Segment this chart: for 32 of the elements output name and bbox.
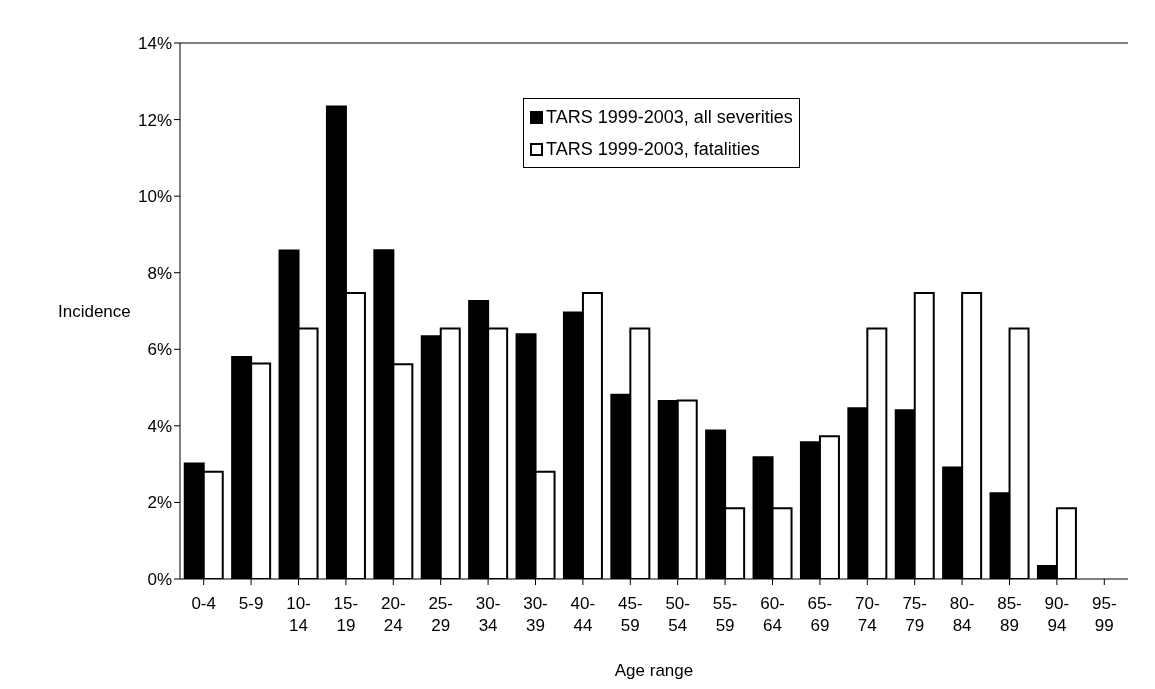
x-tick-label: 10-14	[286, 594, 311, 635]
x-tick-label: 45-59	[618, 594, 643, 635]
x-tick-label: 5-9	[238, 594, 264, 613]
x-tick-label: 15-19	[333, 594, 359, 635]
legend-label: TARS 1999-2003, fatalities	[546, 138, 760, 161]
legend-label: TARS 1999-2003, all severities	[546, 106, 793, 129]
x-tick-label: 90-94	[1044, 594, 1070, 635]
x-tick-label: 95-99	[1092, 594, 1117, 635]
y-tick-label: 12%	[137, 110, 172, 130]
x-axis-title: Age range	[614, 661, 694, 680]
x-tick-label: 30-34	[475, 594, 501, 635]
y-tick-label: 8%	[147, 263, 172, 283]
y-tick-label: 6%	[147, 340, 172, 360]
x-tick-label: 60-64	[760, 594, 785, 635]
x-tick-label: 30-39	[523, 594, 548, 635]
x-tick-label: 85-89	[997, 594, 1022, 635]
y-tick-label: 10%	[137, 187, 172, 207]
y-tick-label: 4%	[147, 416, 172, 436]
x-tick-label: 80-84	[949, 594, 975, 635]
y-tick-label: 0%	[147, 570, 172, 590]
y-axis-title: Incidence	[58, 302, 131, 322]
x-tick-label: 75-79	[902, 594, 927, 635]
x-tick-label: 50-54	[665, 594, 690, 635]
y-tick-label: 14%	[137, 34, 172, 54]
x-tick-label: 55-59	[712, 594, 738, 635]
y-tick-label: 2%	[147, 493, 172, 513]
x-tick-label: 20-24	[381, 594, 406, 635]
x-tick-label: 70-74	[855, 594, 880, 635]
x-tick-label: 0-4	[191, 594, 216, 613]
x-tick-label: 25-29	[428, 594, 453, 635]
x-tick-label: 40-44	[570, 594, 596, 635]
x-tick-label: 65-69	[807, 594, 833, 635]
